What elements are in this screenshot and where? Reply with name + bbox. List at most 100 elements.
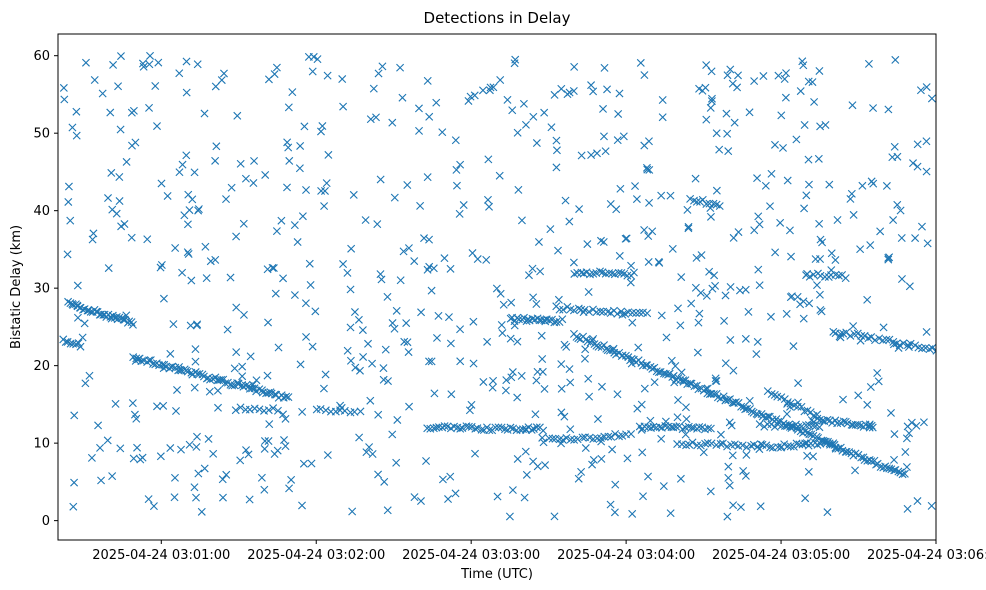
data-point [361,216,370,225]
data-point [438,475,447,484]
data-point [404,348,413,357]
data-point [250,404,259,413]
data-point [145,60,154,69]
data-point [667,356,676,365]
data-point [902,463,911,471]
data-point [755,220,764,229]
data-point [597,382,606,391]
data-point [666,191,675,200]
data-point [231,406,240,415]
data-point [759,72,768,81]
data-point [279,274,288,283]
data-point [913,497,922,506]
data-point [479,377,488,386]
data-point [747,441,756,450]
data-point [146,51,155,60]
data-point [173,385,182,394]
data-point [863,400,872,409]
data-point [269,264,278,273]
data-point [916,86,925,95]
data-point [668,244,677,253]
data-point [107,314,116,323]
data-point [792,135,801,144]
data-point [789,342,798,351]
data-point [608,445,617,454]
data-point [555,305,564,314]
data-point [569,87,578,96]
data-point [866,382,875,391]
data-point [308,342,317,351]
data-point [896,206,905,215]
data-point [507,298,516,307]
data-point [917,344,926,353]
data-point [831,444,840,453]
data-point [596,307,605,316]
data-point [621,234,630,243]
data-point [510,321,519,330]
data-point [806,408,815,417]
data-point [73,281,82,290]
data-point [897,274,906,283]
data-point [206,375,215,384]
data-point [779,143,787,152]
data-point [447,390,456,399]
data-point [694,318,703,327]
data-point [284,393,293,402]
data-point [157,261,166,269]
data-point [565,88,574,97]
data-point [175,168,184,177]
data-point [613,136,622,145]
data-point [154,58,163,67]
data-point [191,345,200,354]
data-point [709,199,718,208]
data-point [80,319,89,328]
data-point [272,227,281,236]
data-point [193,432,201,441]
data-point [452,165,461,174]
data-point [264,75,273,84]
data-point [64,197,73,206]
data-point [90,75,99,84]
data-point [337,403,346,412]
data-point [650,378,659,387]
data-point [618,351,627,360]
data-point [552,136,561,145]
data-point [684,222,693,231]
data-point [166,349,175,358]
data-point [681,430,690,439]
data-point [927,94,936,103]
data-point [545,434,554,443]
data-point [677,273,686,282]
data-point [486,83,495,92]
data-point [465,406,474,415]
data-point [498,329,507,338]
data-point [354,315,363,324]
data-point [260,437,269,446]
data-point [864,334,873,343]
data-point [456,357,465,366]
data-point [205,387,214,396]
data-point [710,271,719,280]
data-point [638,448,647,457]
data-point [804,467,813,476]
data-point [761,181,770,190]
data-point [815,219,824,228]
data-point [681,403,690,412]
data-point [816,439,825,448]
data-point [662,333,671,342]
data-point [614,109,623,118]
data-point [596,267,604,276]
data-point [175,69,184,78]
data-point [548,434,557,443]
data-point [169,320,178,329]
data-point [115,313,124,322]
data-point [182,88,191,97]
data-point [802,271,811,280]
data-point [691,283,700,292]
data-point [529,112,538,121]
data-point [913,140,922,149]
data-point [376,175,385,184]
data-point [658,96,667,104]
data-point [400,337,409,346]
